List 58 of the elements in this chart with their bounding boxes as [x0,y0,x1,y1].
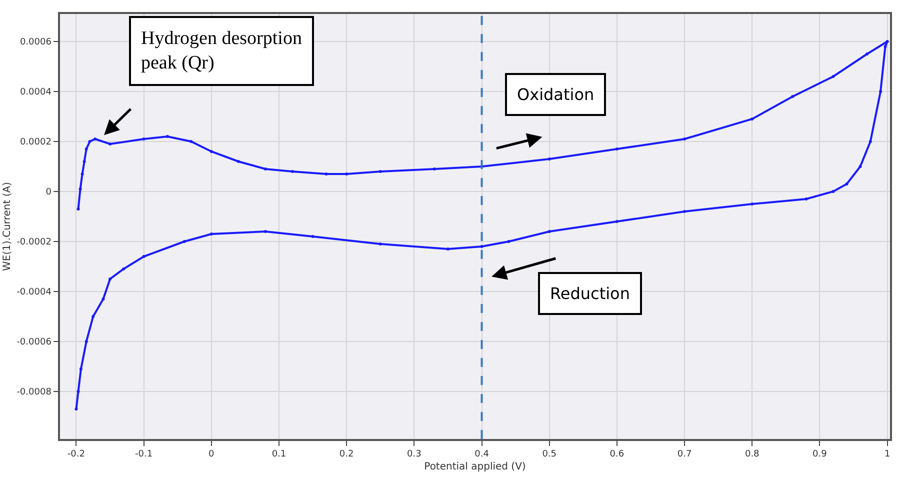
x-tick-label: 0.4 [474,450,490,460]
point [480,245,484,248]
x-tick-label: 1 [884,450,890,460]
point [76,390,80,393]
x-tick-label: 0.1 [272,450,286,460]
point [884,45,887,48]
y-tick-label: -0.0008 [16,388,52,398]
point [94,138,97,140]
point [142,255,146,258]
point [845,182,848,186]
point [102,298,105,300]
annotation: Hydrogen desorption peak (Qr) [141,28,302,74]
x-tick-label: 0.9 [812,450,828,460]
y-tick-label: -0.0002 [16,238,52,248]
point [78,188,82,190]
point [868,140,872,143]
point [190,140,193,143]
point [74,408,78,410]
y-tick-label: 0.0004 [20,88,52,98]
point [79,368,82,370]
x-tick-label: 0.3 [407,450,422,460]
point [84,340,88,343]
point [80,172,84,176]
point [507,240,510,243]
point [804,198,808,200]
point [858,165,862,168]
point [832,190,835,193]
x-tick-label: -0.1 [135,450,153,460]
point [750,118,754,120]
point [92,315,95,318]
point [311,235,314,238]
x-tick-label: 0.7 [677,450,692,460]
annotation: Reduction [550,284,630,303]
y-tick-label: -0.0004 [16,288,52,298]
point [791,95,794,98]
x-axis-title: Potential applied (V) [424,462,526,473]
y-tick-label: 0.0002 [20,138,52,148]
point [886,40,889,43]
x-tick-label: 0.2 [339,450,354,460]
annotation: Oxidation [517,85,594,104]
point [76,208,80,210]
point [142,138,146,140]
point [210,150,213,153]
point [84,148,88,150]
x-tick-label: 0.6 [610,450,624,460]
y-axis-title: WE(1).Current (A) [2,182,14,271]
x-tick-label: 0.8 [744,450,760,460]
point [832,75,835,78]
point [182,240,186,243]
point [82,160,86,163]
y-tick-label: 0 [46,188,52,198]
x-tick-label: 0.5 [542,450,557,460]
y-tick-label: -0.0006 [16,338,52,348]
point [548,230,551,233]
x-tick-label: 0 [208,450,215,460]
y-tick-label: 0.0006 [20,38,52,48]
x-tick-label: -0.2 [67,450,85,460]
point [88,140,92,143]
